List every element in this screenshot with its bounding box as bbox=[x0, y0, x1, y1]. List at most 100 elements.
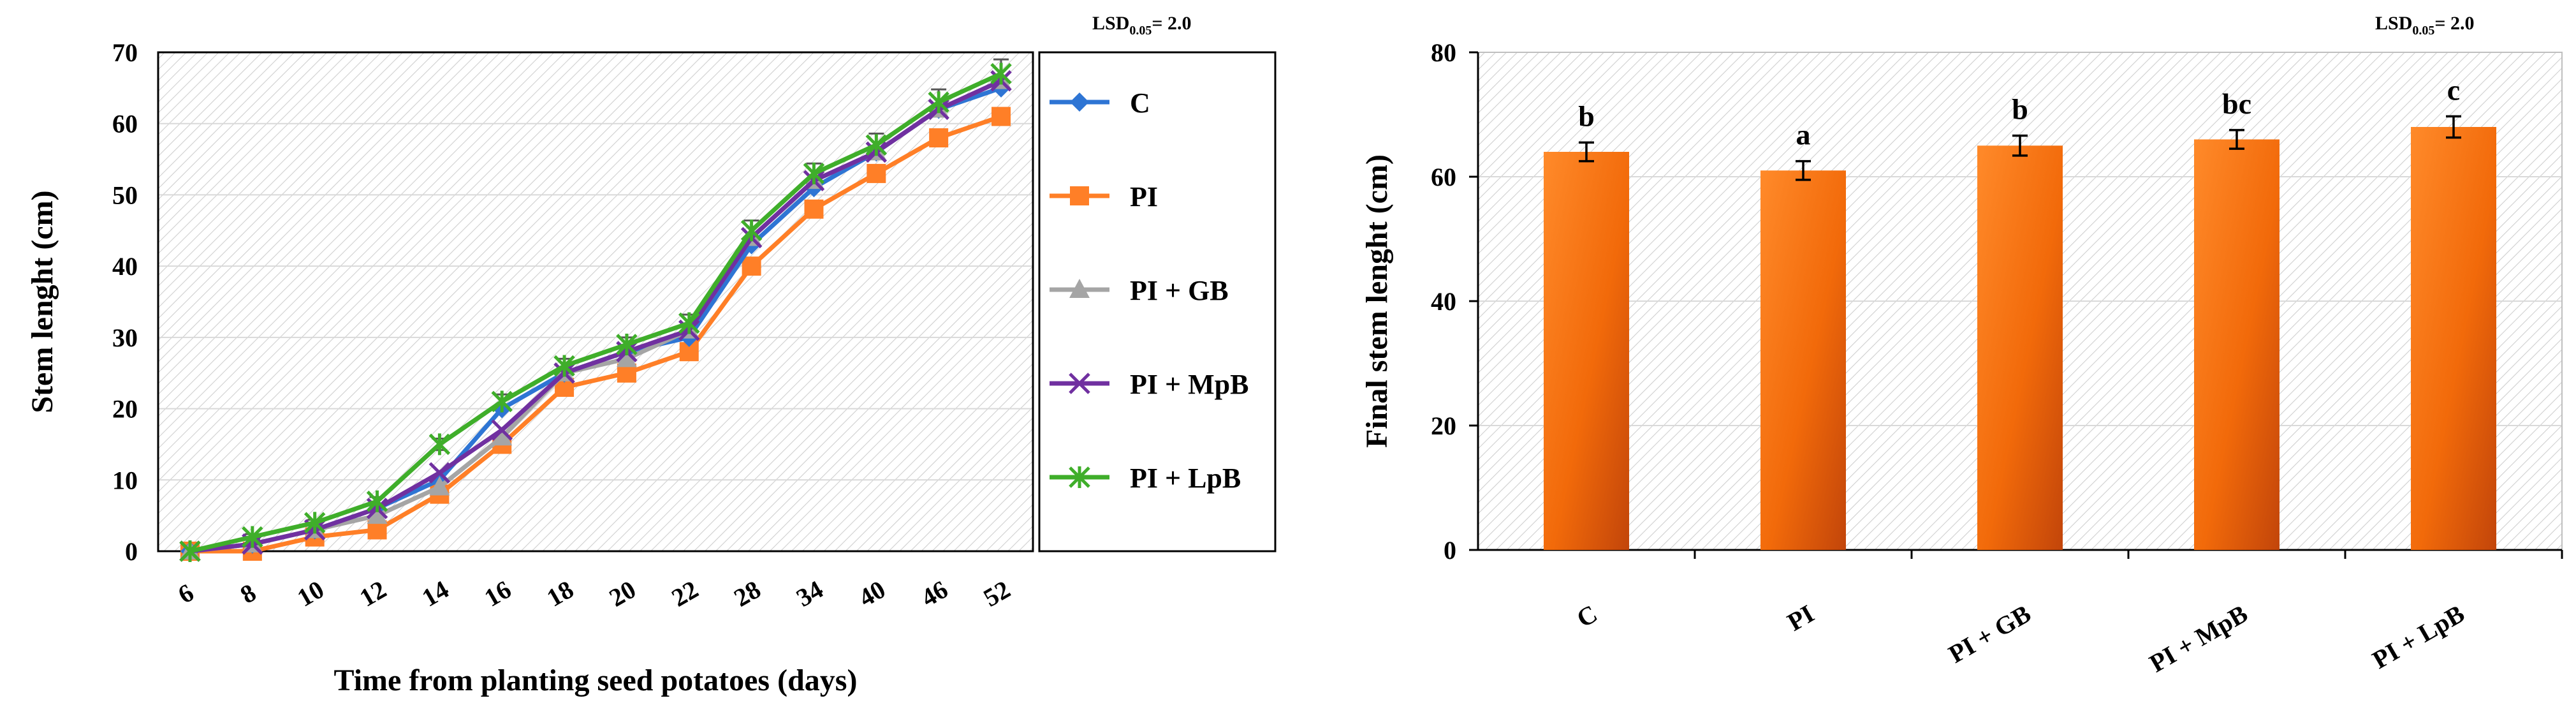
bar-x-tick-label: C bbox=[1572, 599, 1602, 633]
data-point-pi-lpb bbox=[678, 312, 700, 334]
data-point-pi-lpb bbox=[803, 162, 825, 184]
legend-label: PI + MpB bbox=[1130, 369, 1248, 400]
line-y-axis-title: Stem lenght (cm) bbox=[26, 190, 59, 413]
data-point-pi-gb bbox=[367, 505, 388, 524]
legend-marker bbox=[1069, 279, 1090, 298]
series-line-pi bbox=[190, 114, 1002, 554]
bar-pi: a bbox=[1760, 119, 1846, 550]
bar-x-tick-labels: C PI PI + GB PI + MpB PI + LpB bbox=[1572, 550, 2563, 678]
data-point-pi bbox=[804, 199, 824, 219]
series-line-pi-mpb bbox=[189, 78, 1002, 554]
line-y-tick-label: 0 bbox=[125, 537, 138, 566]
line-x-tick-label: 46 bbox=[916, 575, 953, 612]
legend-item-pi-lpb: PI + LpB bbox=[1050, 463, 1241, 494]
bar-x-tick-label: PI + GB bbox=[1943, 599, 2035, 669]
line-series-group bbox=[179, 63, 1012, 562]
data-point-pi bbox=[992, 107, 1011, 126]
bar-x-tick-label: PI bbox=[1782, 599, 1819, 637]
bar-pi-gb: b bbox=[1977, 93, 2063, 550]
line-y-tick-label: 50 bbox=[112, 181, 138, 209]
bar-pi-mpb: bc bbox=[2194, 87, 2280, 550]
legend-label: PI + LpB bbox=[1130, 463, 1241, 494]
legend-marker bbox=[1070, 93, 1089, 112]
bar-y-tick-label: 40 bbox=[1431, 287, 1456, 316]
data-point-pi-lpb bbox=[491, 390, 513, 413]
data-point-pi-lpb bbox=[740, 219, 763, 242]
significance-letter: c bbox=[2447, 73, 2460, 106]
line-x-tick-label: 40 bbox=[854, 575, 890, 612]
bar-y-tick-label: 60 bbox=[1431, 163, 1456, 191]
data-point-pi-lpb bbox=[304, 512, 326, 534]
legend-item-pi: PI bbox=[1050, 181, 1158, 212]
data-point-pi-lpb bbox=[616, 334, 638, 356]
significance-letter: b bbox=[1578, 100, 1595, 132]
legend-marker bbox=[1070, 186, 1089, 205]
data-point-pi-gb bbox=[616, 348, 637, 367]
line-lsd-prefix: LSD bbox=[1092, 13, 1129, 34]
legend-label: PI bbox=[1130, 181, 1158, 212]
line-x-tick-label: 20 bbox=[604, 575, 641, 612]
bar-lsd-note: LSD0.05= 2.0 bbox=[2375, 13, 2474, 38]
bar-x-tick-label: PI + LpB bbox=[2367, 599, 2470, 674]
data-point-pi-lpb bbox=[553, 355, 575, 377]
line-x-tick-label: 10 bbox=[292, 575, 328, 612]
data-point-pi-lpb bbox=[428, 433, 451, 456]
legend-marker bbox=[1069, 373, 1090, 394]
line-x-tick-label: 8 bbox=[235, 578, 261, 609]
bar-pi-lpb: c bbox=[2411, 73, 2496, 550]
bar-y-tick-label: 80 bbox=[1431, 38, 1456, 67]
data-point-pi-lpb bbox=[990, 63, 1012, 85]
data-point-pi-lpb bbox=[928, 91, 949, 114]
line-y-tick-labels: 0 10 20 30 40 50 60 70 bbox=[112, 38, 138, 566]
line-x-tick-label: 6 bbox=[173, 578, 198, 609]
bar-rect bbox=[1760, 170, 1846, 550]
data-point-pi bbox=[867, 163, 886, 183]
significance-letter: a bbox=[1796, 119, 1811, 151]
data-point-pi bbox=[742, 256, 761, 276]
legend-item-pi-gb: PI + GB bbox=[1050, 275, 1229, 306]
series-line-pi-lpb bbox=[189, 71, 1002, 554]
line-lsd-note: LSD0.05= 2.0 bbox=[1092, 13, 1191, 38]
bar-series: b a b bc c bbox=[1544, 73, 2496, 550]
line-x-axis-title: Time from planting seed potatoes (days) bbox=[334, 663, 858, 697]
line-lsd-value: = 2.0 bbox=[1152, 13, 1191, 34]
line-x-tick-label: 12 bbox=[355, 575, 391, 612]
data-point-pi-gb bbox=[429, 476, 450, 496]
bar-rect bbox=[1977, 145, 2063, 550]
line-legend: C PI PI + GB PI + MpB PI + LpB bbox=[1038, 51, 1277, 552]
bar-lsd-subscript: 0.05 bbox=[2412, 24, 2434, 38]
line-x-tick-labels: 6 8 10 12 14 16 18 20 22 28 34 40 46 52 bbox=[173, 575, 1014, 612]
line-x-tick-label: 18 bbox=[542, 575, 578, 612]
bar-error-bar bbox=[2012, 134, 2028, 157]
data-point-pi-mpb bbox=[428, 462, 451, 484]
data-point-pi-gb bbox=[492, 426, 513, 446]
line-x-tick-label: 52 bbox=[979, 575, 1015, 612]
bar-rect bbox=[2411, 127, 2496, 550]
legend-label: C bbox=[1130, 87, 1150, 119]
bar-y-tick-label: 20 bbox=[1431, 411, 1456, 440]
significance-letter: b bbox=[2012, 93, 2028, 126]
line-y-tick-label: 70 bbox=[112, 38, 138, 67]
bar-error-bar bbox=[2446, 115, 2461, 139]
bar-y-axis-title: Final stem lenght (cm) bbox=[1360, 154, 1394, 448]
line-x-tick-label: 34 bbox=[791, 575, 828, 612]
line-y-tick-label: 60 bbox=[112, 110, 138, 138]
line-x-tick-label: 22 bbox=[666, 575, 703, 612]
bar-rect bbox=[1544, 152, 1629, 550]
line-gridlines bbox=[158, 122, 1033, 481]
legend-item-c: C bbox=[1050, 87, 1150, 119]
line-y-tick-label: 20 bbox=[112, 395, 138, 424]
line-y-tick-label: 40 bbox=[112, 252, 138, 281]
data-point-pi-mpb bbox=[491, 419, 513, 441]
data-point-pi-lpb bbox=[242, 526, 263, 548]
line-y-tick-label: 10 bbox=[112, 466, 138, 494]
bar-lsd-prefix: LSD bbox=[2375, 13, 2412, 34]
line-x-tick-label: 16 bbox=[479, 575, 516, 612]
line-chart: 0 10 20 30 40 50 60 70 6 8 10 12 14 16 18 20 22 28 34 40 46… bbox=[26, 13, 1277, 697]
line-x-tick-label: 14 bbox=[417, 575, 453, 612]
significance-letter: bc bbox=[2222, 87, 2251, 120]
line-x-tick-label: 28 bbox=[729, 575, 765, 612]
legend-label: PI + GB bbox=[1130, 275, 1229, 306]
bar-chart: 0 20 40 60 80 b a b bc c C PI PI + GB PI + MpB PI + … bbox=[1360, 13, 2563, 678]
